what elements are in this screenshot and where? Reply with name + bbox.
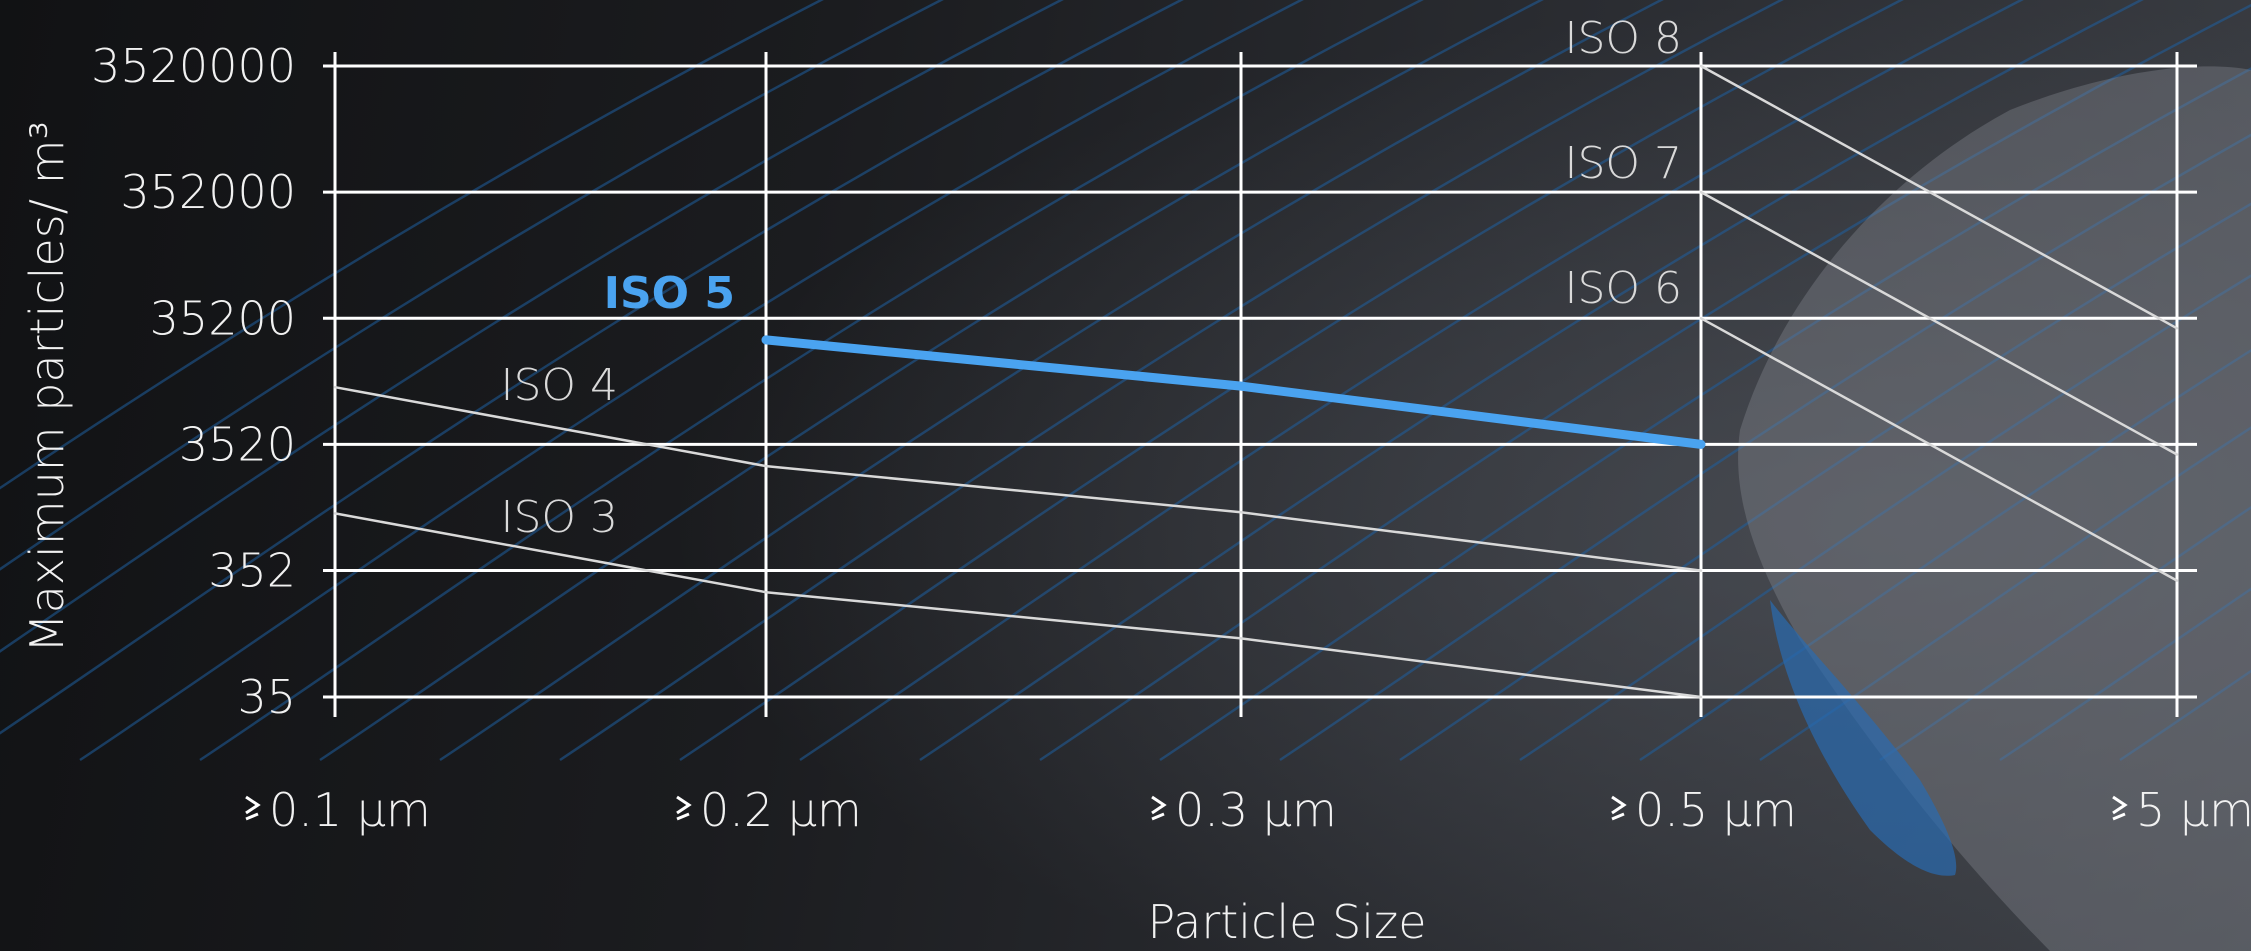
x-tick-label: 5 µm	[2136, 783, 2251, 837]
x-tick-label-group: 0.3 µm	[1151, 783, 1337, 837]
background-curve	[0, 0, 1184, 735]
series-label-iso-7: ISO 7	[1564, 138, 1682, 189]
background-curve	[439, 0, 1664, 762]
y-tick-label: 352000	[120, 165, 296, 219]
series-label-iso-8: ISO 8	[1564, 13, 1682, 64]
background-curve	[1159, 67, 2251, 762]
x-axis-title: Particle Size	[1147, 895, 1426, 949]
background-curve	[559, 0, 1784, 762]
background-curve	[1279, 133, 2251, 762]
x-tick-label-group: 0.5 µm	[1611, 783, 1797, 837]
x-tick-labels: 0.1 µm 0.2 µm 0.3 µm 0.5 µm 5 µm	[245, 783, 2251, 837]
series-label-iso-4: ISO 4	[500, 360, 618, 411]
background-curve	[1039, 3, 2251, 762]
y-tick-label: 352	[208, 544, 296, 598]
y-tick-labels: 3520000 352000 35200 3520 352 35	[91, 39, 296, 724]
y-tick-label: 35	[237, 670, 296, 724]
y-tick-label: 3520000	[91, 39, 296, 93]
x-tick-label: 0.1 µm	[269, 783, 431, 837]
x-tick-label-group: 5 µm	[2112, 783, 2251, 837]
y-axis-title: Maximum particles/ m³	[20, 121, 74, 653]
background-curve	[319, 0, 1544, 762]
background-curve	[0, 0, 824, 490]
series-lines	[333, 64, 2179, 699]
series-label-iso-6: ISO 6	[1564, 263, 1682, 314]
x-tick-label-group: 0.1 µm	[245, 783, 431, 837]
series-line-iso-6	[1699, 317, 2179, 582]
series-labels: ISO 3 ISO 4 ISO 5 ISO 6 ISO 7 ISO 8	[500, 13, 1682, 543]
series-label-iso-5: ISO 5	[604, 268, 735, 319]
background-curve	[0, 0, 1064, 653]
series-line-iso-5	[761, 335, 1706, 449]
background-curve	[1399, 202, 2251, 762]
x-tick-label: 0.5 µm	[1635, 783, 1797, 837]
y-tick-label: 3520	[179, 417, 296, 471]
background-curve	[1999, 587, 2251, 762]
background-curve	[679, 0, 1904, 762]
greater-equal-icon	[245, 795, 261, 821]
background-glove	[1770, 600, 1957, 876]
series-label-iso-3: ISO 3	[500, 492, 618, 543]
background-curve	[1879, 505, 2251, 762]
series-line-iso-4	[333, 385, 1703, 572]
background-curve	[0, 0, 944, 571]
background-figure	[1738, 66, 2251, 951]
series-line-iso-8	[1699, 64, 2179, 330]
greater-equal-icon	[2112, 795, 2128, 821]
background-curve	[1759, 426, 2251, 762]
background-curve	[199, 0, 1424, 762]
x-tick-label: 0.2 µm	[700, 783, 862, 837]
greater-equal-icon	[1611, 795, 1627, 821]
greater-equal-icon	[676, 795, 692, 821]
grid	[323, 52, 2197, 717]
background-curve	[79, 0, 1304, 762]
series-line-iso-3	[333, 512, 1703, 699]
series-line-iso-7	[1699, 190, 2179, 456]
x-tick-label: 0.3 µm	[1175, 783, 1337, 837]
background-curve	[919, 0, 2144, 762]
x-tick-label-group: 0.2 µm	[676, 783, 862, 837]
y-tick-label: 35200	[150, 291, 296, 345]
background-curve	[1519, 274, 2251, 762]
greater-equal-icon	[1151, 795, 1167, 821]
